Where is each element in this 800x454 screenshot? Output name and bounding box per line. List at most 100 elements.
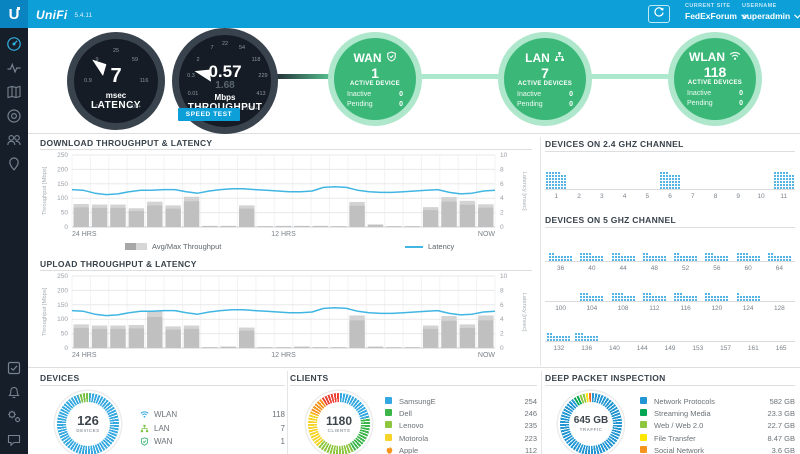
- upload-title-underline: [40, 270, 532, 271]
- throughput-unit: Mbps: [214, 93, 236, 102]
- refresh-button[interactable]: [648, 5, 670, 23]
- y-right-tick: 8: [500, 166, 504, 173]
- sidebar-item-alerts[interactable]: [0, 380, 28, 404]
- latency-gauge-tick: 9: [95, 57, 99, 63]
- ubiquiti-logo[interactable]: U: [0, 0, 28, 28]
- y-right-tick: 8: [500, 287, 504, 294]
- brand-unifi: UniFi: [36, 8, 68, 22]
- speed-test-button[interactable]: SPEED TEST: [178, 108, 240, 121]
- sidebar-item-settings[interactable]: [0, 404, 28, 428]
- device-dot-cluster: [549, 253, 573, 261]
- throughput-bar-avg: [183, 328, 200, 348]
- site-selector[interactable]: CURRENT SITE FedExForum: [685, 3, 748, 21]
- throughput-bar-avg: [183, 201, 200, 227]
- channel-axis-label: 116: [680, 305, 691, 312]
- dashboard-icon: [6, 36, 22, 52]
- throughput-value: 0.57: [208, 62, 242, 81]
- legend-row-dell: Dell 246: [385, 409, 537, 418]
- throughput-gauge-tick: 229: [258, 73, 268, 79]
- channel-cell-1: [545, 172, 568, 189]
- legend-value: 223: [524, 433, 537, 443]
- user-menu[interactable]: USERNAME superadmin: [742, 3, 800, 21]
- throughput-gauge-tick: 118: [251, 57, 261, 63]
- sidebar-item-chat[interactable]: [0, 428, 28, 452]
- channels-24ghz-underline: [545, 151, 795, 152]
- channel-axis-label: 161: [747, 345, 759, 352]
- y-right-tick: 10: [500, 273, 508, 280]
- channel-axis-label: 5: [645, 193, 650, 200]
- color-swatch: [385, 409, 394, 418]
- dpi-title-underline: [545, 385, 795, 386]
- color-swatch: [640, 409, 649, 418]
- channels-24ghz-axis: 1 2 3 4 5 6 7 8 9 10 11: [545, 191, 795, 200]
- y-left-tick: 150: [57, 302, 68, 309]
- wifi-icon: [140, 410, 149, 419]
- legend-value: 23.3 GB: [767, 409, 795, 419]
- brand: UniFi 5.4.11: [36, 6, 92, 24]
- channel-cell-52: [670, 253, 701, 261]
- lan-status-circle[interactable]: LAN 7 ACTIVE DEVICES Inactive 0 Pending 0: [498, 32, 592, 126]
- channel-axis-label: 56: [713, 265, 721, 272]
- devices-donut[interactable]: 126 DEVICES: [57, 393, 119, 454]
- y-left-tick: 50: [61, 331, 69, 338]
- latency-gauge: 0 0.9 9 25 59 116 200+ 7 msec LATENCY: [67, 32, 165, 130]
- channel-axis-label: 140: [609, 345, 620, 352]
- lan-inactive-count: 0: [569, 90, 573, 98]
- wan-inactive-count: 0: [399, 90, 403, 98]
- channel-axis-label: 153: [692, 345, 704, 352]
- color-swatch: [640, 433, 649, 443]
- legend-label: Motorola: [399, 433, 429, 443]
- insights-icon: [6, 156, 22, 172]
- device-dot-cluster: [611, 253, 635, 261]
- channel-axis-label: 8: [713, 193, 718, 200]
- clients-donut[interactable]: 1180 CLIENTS: [308, 393, 370, 454]
- y-left-tick: 100: [57, 316, 68, 323]
- divider-top: [28, 133, 800, 134]
- divider-clients-dpi: [541, 371, 542, 454]
- sidebar-item-events[interactable]: [0, 356, 28, 380]
- sidebar-item-clients[interactable]: [0, 128, 28, 152]
- bell-icon: [6, 384, 22, 400]
- throughput-bar-avg: [202, 226, 218, 227]
- channel-axis-label: 112: [649, 305, 660, 312]
- throughput-bar-avg: [312, 347, 328, 348]
- dpi-panel-title: DEEP PACKET INSPECTION: [545, 373, 666, 383]
- throughput-bar-avg: [367, 346, 384, 348]
- device-dot-cluster: [580, 253, 604, 261]
- y-left-axis-label: Throughput [Mbps]: [42, 287, 48, 336]
- sidebar-item-dashboard[interactable]: [0, 32, 28, 56]
- throughput-bar-avg: [441, 320, 457, 348]
- y-left-tick: 100: [57, 195, 68, 202]
- channel-axis-label: 4: [622, 193, 627, 200]
- throughput-bar-avg: [73, 327, 89, 348]
- x-axis-tick: 12 HRS: [271, 352, 296, 359]
- wan-pending-label: Pending: [347, 100, 373, 108]
- x-axis-tick: NOW: [478, 352, 496, 359]
- channel-cell-124: [733, 293, 764, 301]
- throughput-bar-avg: [165, 329, 181, 348]
- throughput-gauge-tick: 700+: [245, 106, 259, 112]
- sidebar-item-devices[interactable]: [0, 104, 28, 128]
- y-left-tick: 50: [61, 210, 69, 217]
- device-dot-cluster: [580, 293, 604, 301]
- sidebar-item-map[interactable]: [0, 80, 28, 104]
- sidebar-item-statistics[interactable]: [0, 56, 28, 80]
- channel-axis-label: 44: [619, 265, 627, 272]
- upload-throughput-chart: 0 50 100 150 200 250 0 2 4 6 8 10 24 HRS 12 HRS NOW Thr…: [40, 271, 532, 361]
- divider-bottom-section: [28, 367, 800, 368]
- channel-axis-label: 11: [780, 193, 788, 200]
- latency-line: [71, 306, 496, 317]
- y-right-tick: 2: [500, 331, 504, 338]
- device-dot-cluster: [773, 172, 794, 189]
- devices-legend: WLAN 118 LAN 7 WAN 1: [140, 410, 285, 451]
- latency-gauge-ticks: 0 0.9 9 25 59 116 200+: [74, 39, 158, 123]
- sidebar-item-insights[interactable]: [0, 152, 28, 176]
- wan-status-circle[interactable]: WAN 1 ACTIVE DEVICE Inactive 0 Pending 0: [328, 32, 422, 126]
- legend-label: LAN: [154, 423, 170, 433]
- channel-axis-label: 165: [775, 345, 787, 352]
- wlan-status-circle[interactable]: WLAN 118 ACTIVE DEVICES Inactive 0 Pendin…: [668, 32, 762, 126]
- dpi-donut[interactable]: 645 GB TRAFFIC: [560, 393, 622, 454]
- channel-axis-label: 40: [588, 265, 596, 272]
- legend-label: SamsungE: [399, 397, 436, 406]
- device-dot-cluster: [546, 172, 567, 189]
